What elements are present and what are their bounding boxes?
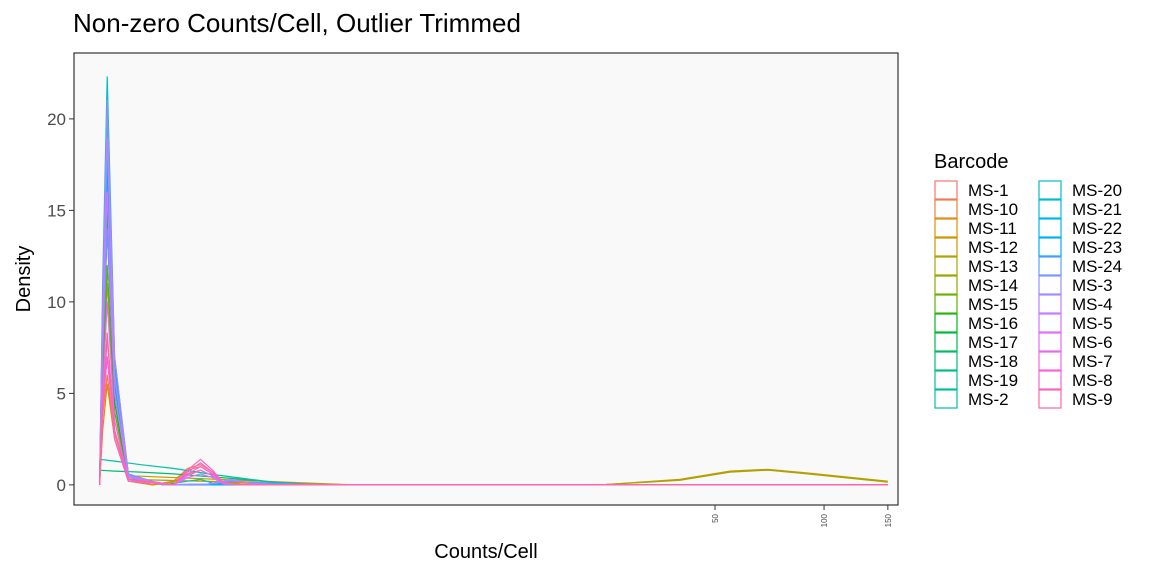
legend-key: [1038, 256, 1062, 276]
legend-key: [934, 370, 958, 390]
y-tick-label: 10: [47, 293, 66, 312]
legend-label: MS-24: [1072, 257, 1122, 276]
legend-key: [1038, 199, 1062, 219]
legend-label: MS-2: [968, 390, 1009, 409]
y-tick-label: 15: [47, 201, 66, 220]
series-line-ms-6: [99, 301, 888, 486]
legend-label: MS-5: [1072, 314, 1113, 333]
legend-key: [934, 313, 958, 333]
legend-label: MS-14: [968, 276, 1018, 295]
legend-label: MS-12: [968, 238, 1018, 257]
legend-label: MS-20: [1072, 181, 1122, 200]
legend-key: [1038, 275, 1062, 295]
y-tick-label: 0: [57, 476, 66, 495]
legend-label: MS-16: [968, 314, 1018, 333]
series-line-ms-4: [99, 136, 888, 486]
series-line-ms-9: [99, 332, 888, 486]
legend-key: [934, 180, 958, 200]
legend-label: MS-19: [968, 371, 1018, 390]
legend-label: MS-7: [1072, 352, 1113, 371]
y-tick-label: 20: [47, 110, 66, 129]
legend-label: MS-8: [1072, 371, 1113, 390]
legend-label: MS-15: [968, 295, 1018, 314]
series-layer: [99, 76, 888, 486]
x-tick-label: 100: [820, 513, 829, 527]
legend-label: MS-23: [1072, 238, 1122, 257]
legend-key: [1038, 237, 1062, 257]
y-axis-label: Density: [13, 246, 35, 313]
legend-key: [1038, 313, 1062, 333]
legend-label: MS-6: [1072, 333, 1113, 352]
x-axis-label: Counts/Cell: [434, 541, 537, 563]
legend-key: [934, 275, 958, 295]
legend-key: [1038, 180, 1062, 200]
legend-label: MS-1: [968, 181, 1009, 200]
legend-key: [934, 218, 958, 238]
legend-key: [1038, 332, 1062, 352]
legend-key: [1038, 370, 1062, 390]
y-tick-label: 5: [57, 384, 66, 403]
legend-label: MS-10: [968, 200, 1018, 219]
legend-key: [1038, 294, 1062, 314]
x-axis: 50 100 150: [711, 505, 893, 527]
legend-key: [1038, 218, 1062, 238]
legend-key: [934, 199, 958, 219]
legend-key: [1038, 389, 1062, 409]
plot-panel: [73, 52, 899, 506]
legend-title: Barcode: [934, 151, 1009, 173]
legend-label: MS-18: [968, 352, 1018, 371]
legend-key: [934, 389, 958, 409]
x-tick-label: 50: [711, 513, 720, 522]
legend-key: [934, 294, 958, 314]
legend-key: [934, 237, 958, 257]
legend: Barcode MS-1MS-10MS-11MS-12MS-13MS-14MS-…: [934, 151, 1122, 409]
legend-label: MS-17: [968, 333, 1018, 352]
chart-title: Non-zero Counts/Cell, Outlier Trimmed: [73, 8, 521, 38]
legend-label: MS-21: [1072, 200, 1122, 219]
legend-label: MS-9: [1072, 390, 1113, 409]
x-tick-label: 150: [884, 513, 893, 527]
legend-key: [934, 332, 958, 352]
legend-label: MS-11: [968, 219, 1017, 238]
y-axis: 0 5 10 15 20: [47, 110, 74, 495]
legend-label: MS-3: [1072, 276, 1113, 295]
legend-key: [934, 351, 958, 371]
legend-label: MS-22: [1072, 219, 1122, 238]
legend-label: MS-13: [968, 257, 1018, 276]
legend-key: [1038, 351, 1062, 371]
legend-key: [934, 256, 958, 276]
legend-label: MS-4: [1072, 295, 1113, 314]
